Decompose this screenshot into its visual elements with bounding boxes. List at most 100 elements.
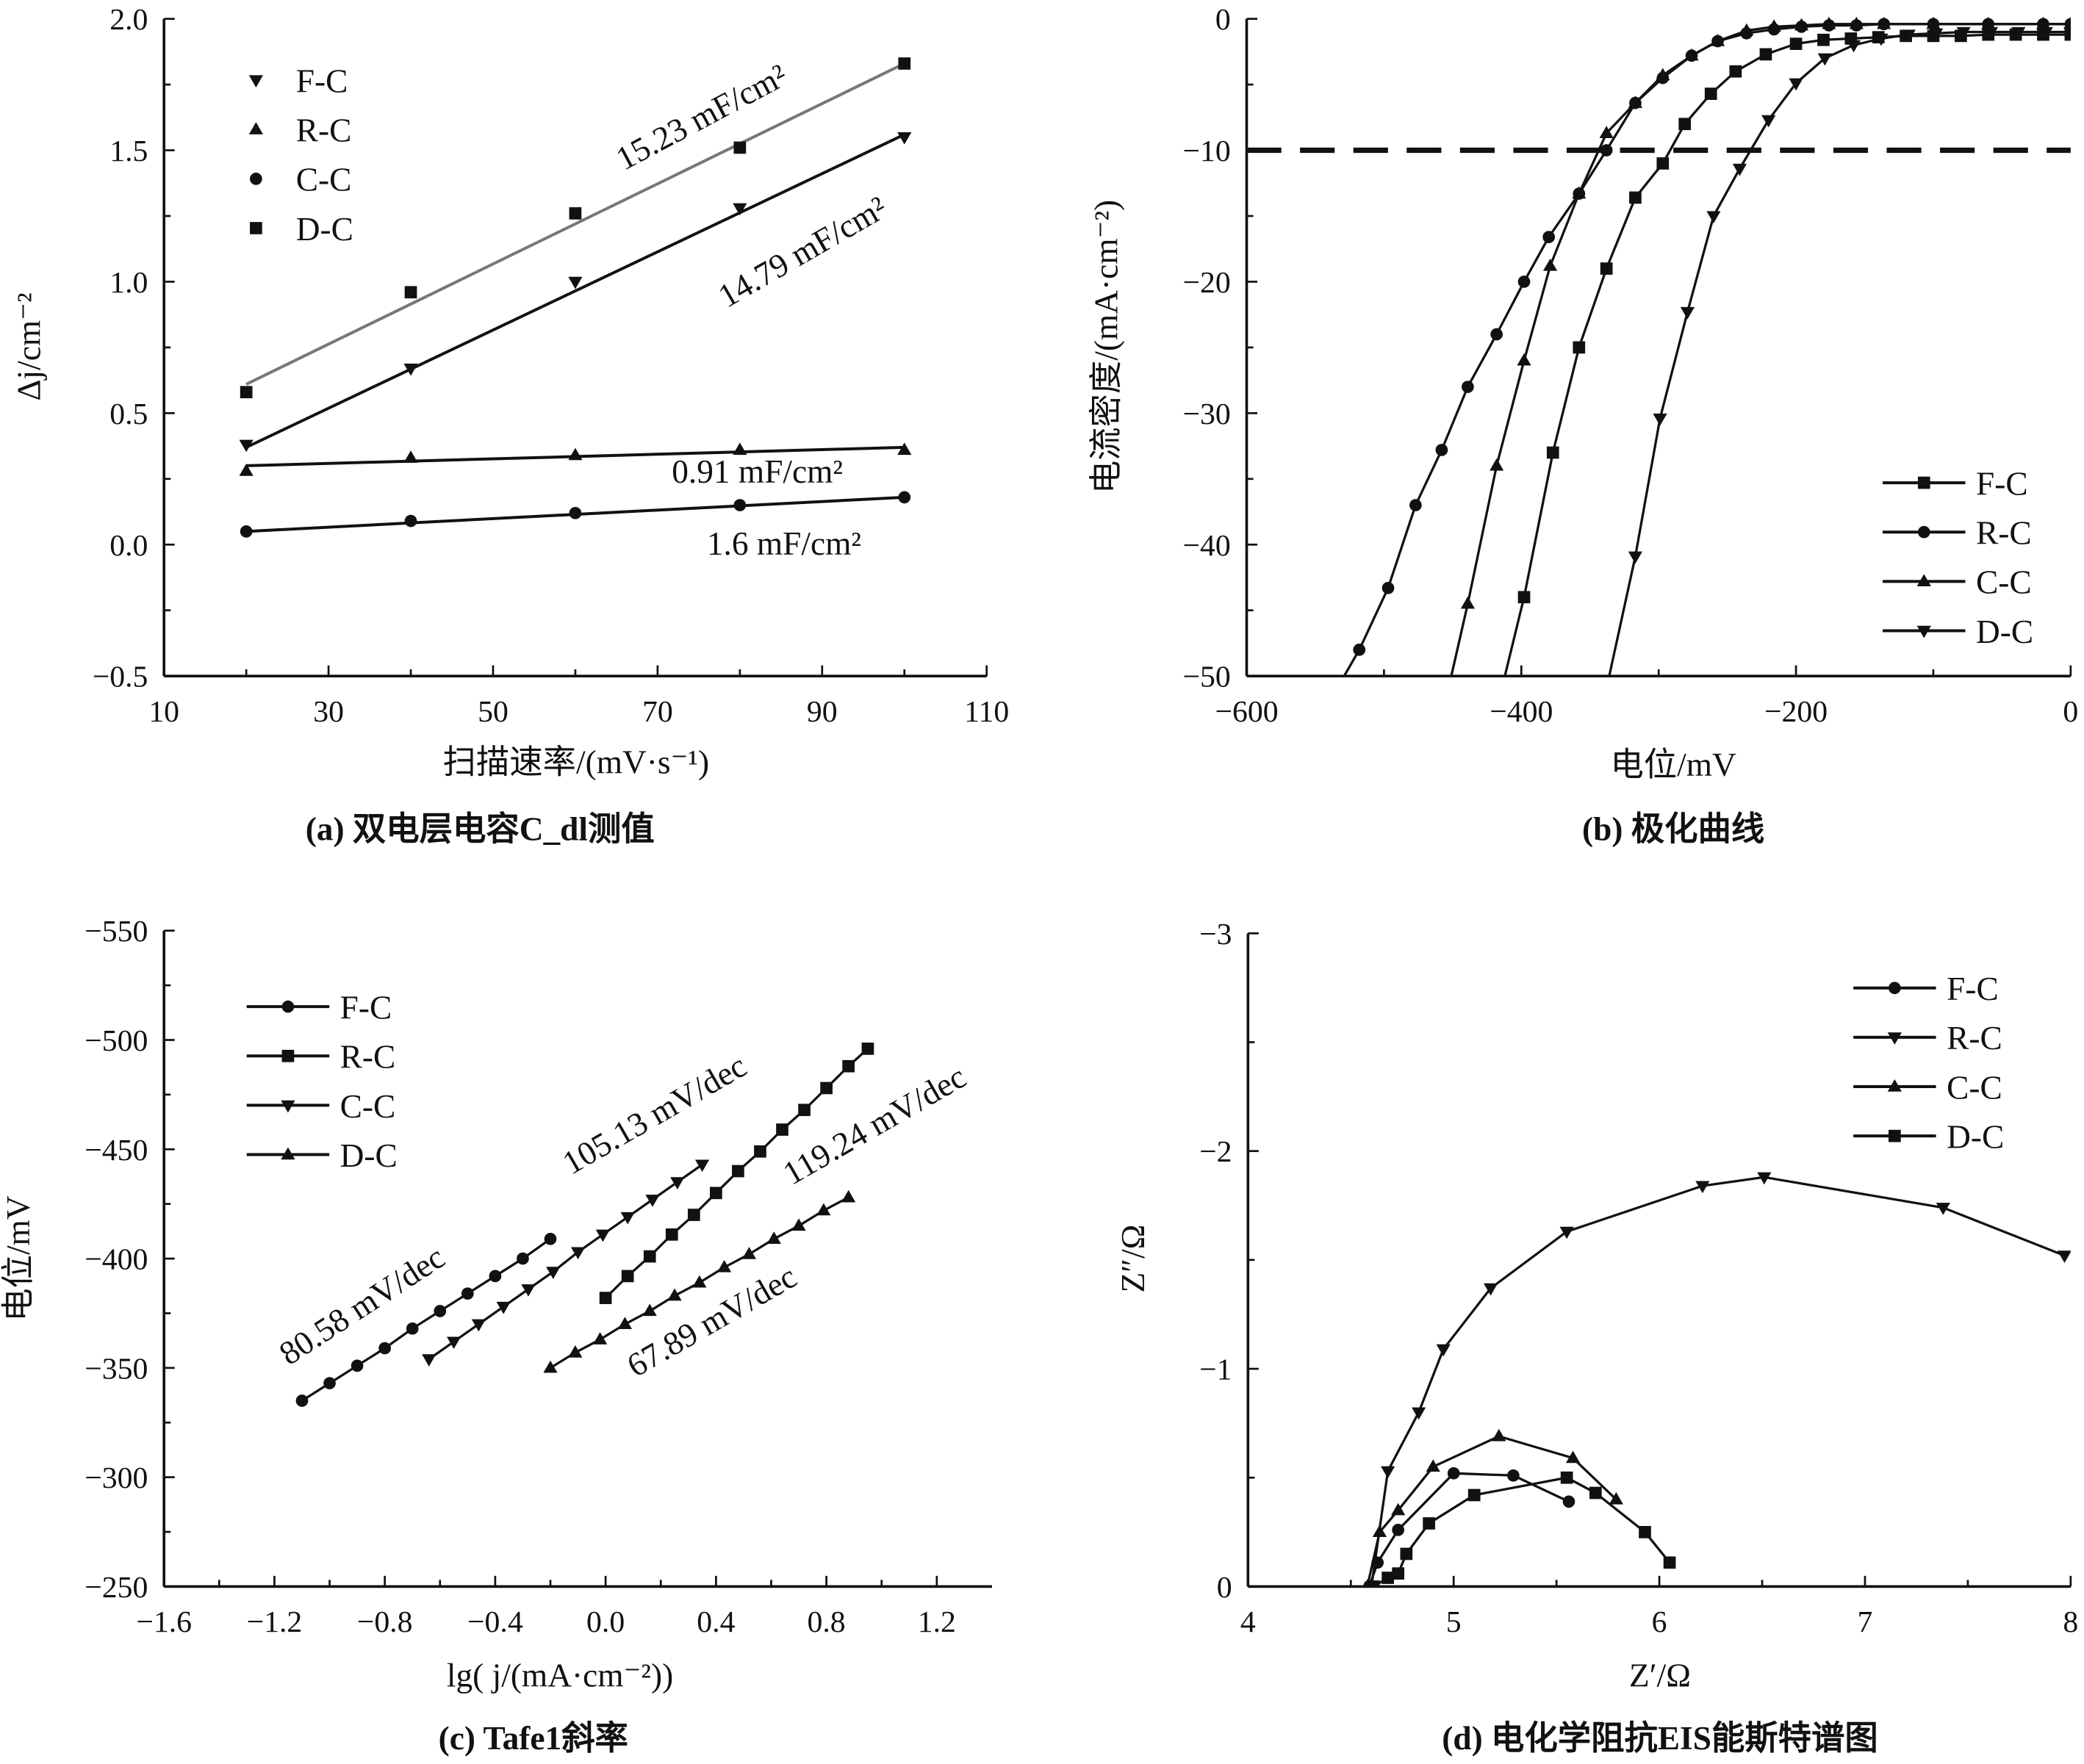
data-point [694, 1159, 710, 1173]
data-point [1695, 1181, 1710, 1194]
data-point [1789, 78, 1803, 91]
data-point [670, 1177, 685, 1189]
series-line [301, 1237, 551, 1402]
data-point [1426, 1459, 1440, 1472]
data-point [732, 1164, 744, 1178]
data-point [643, 1250, 656, 1263]
data-point [295, 1394, 309, 1407]
data-point [422, 1354, 436, 1367]
legend-label: R-C [296, 112, 352, 149]
data-point [240, 386, 253, 399]
legend-marker [281, 1147, 295, 1160]
data-point [570, 1247, 586, 1260]
legend-label: D-C [340, 1137, 398, 1174]
legend-marker [281, 1100, 295, 1113]
x-tick-label: 110 [964, 695, 1009, 729]
legend-marker [1916, 625, 1931, 638]
slope-annotation: 0.91 mF/cm² [672, 453, 843, 490]
data-point [1639, 1526, 1651, 1538]
data-point [568, 276, 583, 289]
legend-item: C-C [1883, 564, 2032, 601]
series-c-c [240, 491, 911, 538]
legend-item: R-C [1853, 1020, 2002, 1056]
slope-annotation: 15.23 mF/cm² [610, 57, 793, 177]
data-point [898, 491, 911, 504]
series-f-c [239, 132, 912, 453]
y-tick-label: −0.5 [93, 660, 148, 694]
data-point [1391, 1502, 1406, 1516]
series-c-c [1362, 1428, 1623, 1587]
x-tick-label: −0.4 [467, 1605, 523, 1639]
data-point [1684, 48, 1699, 61]
data-point [1926, 16, 1941, 29]
data-point [2064, 28, 2071, 41]
x-tick-label: 1.2 [918, 1605, 956, 1639]
data-point [667, 1288, 682, 1301]
chart-caption: (a) 双电层电容C_dl测值 [306, 810, 655, 847]
slope-annotation: 119.24 mV/dec [777, 1058, 972, 1192]
series-d-c [1367, 1471, 1676, 1587]
y-tick-label: 0.5 [109, 397, 148, 431]
data-point [1381, 1466, 1395, 1479]
legend-item: R-C [246, 1039, 395, 1076]
data-point [1817, 53, 1832, 66]
data-point [406, 1322, 419, 1335]
y-tick-label: −50 [1182, 660, 1230, 694]
data-point [898, 57, 911, 70]
legend-item: R-C [248, 112, 352, 149]
series-c-c [422, 1159, 710, 1367]
legend-label: D-C [1947, 1118, 2004, 1155]
data-point [692, 1275, 707, 1288]
data-point [544, 1232, 557, 1245]
y-tick-label: −300 [85, 1461, 148, 1495]
x-tick-label: 4 [1240, 1605, 1256, 1639]
data-point [1400, 1547, 1413, 1560]
data-point [1435, 444, 1448, 456]
data-point [2038, 26, 2053, 40]
data-point [1573, 341, 1586, 354]
x-axis-label: 电位/mV [1610, 746, 1736, 783]
legend-marker [281, 1049, 295, 1062]
y-tick-label: −2 [1199, 1135, 1232, 1169]
data-point [1759, 48, 1772, 61]
data-point [754, 1145, 766, 1158]
data-point [1956, 26, 1971, 40]
data-point [1628, 96, 1643, 108]
y-tick-label: 0 [1215, 3, 1231, 37]
data-point [403, 363, 418, 376]
data-point [323, 1377, 336, 1390]
data-point [1600, 144, 1613, 156]
data-point [517, 1252, 529, 1265]
data-point [1653, 413, 1667, 426]
data-point [1739, 23, 1754, 36]
data-point [404, 514, 417, 528]
y-axis-label: 电流密度/(mA·cm⁻²) [1088, 200, 1125, 494]
y-tick-label: −550 [85, 915, 148, 948]
legend-label: D-C [296, 211, 353, 248]
series-line [1370, 1176, 2066, 1587]
legend-item: C-C [246, 1088, 395, 1125]
data-point [1874, 33, 1889, 46]
data-point [1846, 40, 1861, 53]
data-point [599, 1292, 612, 1304]
data-point [569, 207, 582, 220]
legend-marker [1916, 574, 1931, 587]
series-r-c [1343, 18, 2071, 677]
data-point [239, 439, 254, 453]
data-point [1706, 211, 1721, 224]
fit-line [245, 133, 905, 449]
data-point [1490, 458, 1504, 471]
data-point [1492, 1428, 1506, 1441]
data-point [1981, 16, 1996, 29]
y-tick-label: −450 [85, 1134, 148, 1167]
legend-label: F-C [1976, 465, 2028, 502]
data-point [1436, 1344, 1451, 1357]
legend-label: D-C [1976, 613, 2033, 650]
data-point [489, 1270, 502, 1283]
data-point [798, 1104, 811, 1117]
x-tick-label: −0.8 [357, 1605, 413, 1639]
y-tick-label: 1.5 [109, 134, 148, 168]
x-axis-label: 扫描速率/(mV·s⁻¹) [443, 744, 710, 781]
data-point [617, 1317, 633, 1330]
